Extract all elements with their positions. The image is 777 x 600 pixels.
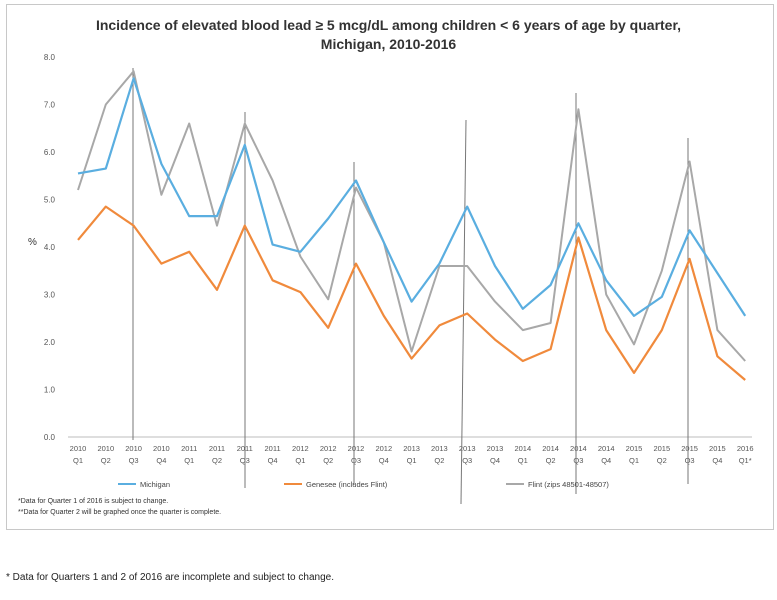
x-tick-year: 2015 bbox=[681, 444, 698, 453]
x-tick-year: 2015 bbox=[653, 444, 670, 453]
y-tick-labels: 0.0 1.0 2.0 3.0 4.0 5.0 6.0 7.0 8.0 bbox=[44, 53, 56, 442]
x-tick-year: 2014 bbox=[598, 444, 615, 453]
x-tick-quarter: Q2 bbox=[657, 456, 667, 465]
x-tick-year: 2016 bbox=[737, 444, 754, 453]
y-tick-label: 2.0 bbox=[44, 338, 56, 347]
y-tick-label: 1.0 bbox=[44, 386, 56, 395]
x-tick-quarter: Q3 bbox=[462, 456, 472, 465]
x-tick-quarter: Q3 bbox=[129, 456, 139, 465]
chart-subtitle: Michigan, 2010-2016 bbox=[320, 36, 457, 52]
x-tick-year: 2013 bbox=[431, 444, 448, 453]
y-tick-label: 5.0 bbox=[44, 196, 56, 205]
legend-label: Michigan bbox=[140, 480, 170, 489]
x-tick-quarter: Q3 bbox=[685, 456, 695, 465]
vertical-artifact-lines bbox=[132, 68, 689, 505]
y-tick-label: 0.0 bbox=[44, 433, 56, 442]
x-tick-quarter: Q1* bbox=[739, 456, 752, 465]
x-tick-quarter: Q2 bbox=[546, 456, 556, 465]
x-tick-year: 2010 bbox=[70, 444, 87, 453]
legend-item-flint: Flint (zips 48501-48507) bbox=[506, 480, 609, 489]
annotation-q2-2016: **Data for Quarter 2 will be graphed onc… bbox=[18, 509, 222, 516]
y-tick-label: 6.0 bbox=[44, 148, 56, 157]
annotation-q1-2016: *Data for Quarter 1 of 2016 is subject t… bbox=[18, 498, 169, 505]
x-tick-year: 2015 bbox=[626, 444, 643, 453]
x-tick-year: 2011 bbox=[209, 444, 225, 453]
x-tick-year: 2013 bbox=[487, 444, 504, 453]
x-tick-quarter: Q1 bbox=[73, 456, 83, 465]
series-line-genesee bbox=[77, 205, 746, 381]
legend-item-michigan: Michigan bbox=[118, 480, 170, 489]
x-tick-quarter: Q1 bbox=[629, 456, 639, 465]
x-tick-year: 2012 bbox=[375, 444, 392, 453]
x-tick-year: 2011 bbox=[265, 444, 281, 453]
x-tick-year: 2014 bbox=[514, 444, 531, 453]
x-tick-quarter: Q3 bbox=[351, 456, 361, 465]
x-tick-quarter: Q2 bbox=[101, 456, 111, 465]
footnote: * Data for Quarters 1 and 2 of 2016 are … bbox=[6, 572, 334, 583]
legend-item-genesee: Genesee (includes Flint) bbox=[284, 480, 388, 489]
x-tick-year: 2014 bbox=[542, 444, 559, 453]
x-tick-year: 2012 bbox=[292, 444, 309, 453]
x-tick-quarter: Q2 bbox=[212, 456, 222, 465]
x-tick-year: 2012 bbox=[320, 444, 337, 453]
x-tick-quarter: Q4 bbox=[268, 456, 278, 465]
x-tick-quarter: Q4 bbox=[490, 456, 500, 465]
x-tick-quarter: Q1 bbox=[518, 456, 528, 465]
x-tick-year: 2011 bbox=[181, 444, 197, 453]
x-tick-quarter: Q1 bbox=[407, 456, 417, 465]
series-line-michigan bbox=[77, 77, 747, 317]
x-tick-labels: 2010 Q1 2010 Q2 2010 Q3 2010 Q4 2011 Q1 2011 Q2 2011… bbox=[70, 444, 754, 465]
x-tick-quarter: Q2 bbox=[434, 456, 444, 465]
x-tick-quarter: Q4 bbox=[156, 456, 166, 465]
chart-title: Incidence of elevated blood lead ≥ 5 mcg… bbox=[95, 17, 682, 33]
x-tick-quarter: Q1 bbox=[295, 456, 305, 465]
x-tick-quarter: Q1 bbox=[184, 456, 194, 465]
legend-label: Genesee (includes Flint) bbox=[306, 480, 388, 489]
x-tick-year: 2012 bbox=[348, 444, 365, 453]
y-tick-label: 7.0 bbox=[44, 101, 56, 110]
x-tick-year: 2010 bbox=[153, 444, 170, 453]
x-tick-quarter: Q4 bbox=[601, 456, 611, 465]
y-tick-label: 8.0 bbox=[44, 53, 56, 62]
series-line-flint bbox=[77, 70, 746, 362]
y-tick-label: 3.0 bbox=[44, 291, 56, 300]
legend-label: Flint (zips 48501-48507) bbox=[528, 480, 609, 489]
series-lines bbox=[77, 70, 747, 381]
x-tick-year: 2015 bbox=[709, 444, 726, 453]
y-tick-label: 4.0 bbox=[44, 243, 56, 252]
y-axis-label: % bbox=[28, 237, 37, 248]
x-tick-quarter: Q3 bbox=[573, 456, 583, 465]
x-tick-year: 2010 bbox=[125, 444, 142, 453]
legend: Michigan Genesee (includes Flint) Flint (z… bbox=[118, 480, 609, 489]
x-tick-quarter: Q2 bbox=[323, 456, 333, 465]
x-tick-quarter: Q4 bbox=[712, 456, 722, 465]
x-tick-year: 2014 bbox=[570, 444, 587, 453]
x-tick-year: 2013 bbox=[459, 444, 476, 453]
x-tick-quarter: Q4 bbox=[379, 456, 389, 465]
chart-title-block: Incidence of elevated blood lead ≥ 5 mcg… bbox=[0, 16, 777, 54]
x-tick-year: 2013 bbox=[403, 444, 420, 453]
x-tick-year: 2010 bbox=[97, 444, 114, 453]
